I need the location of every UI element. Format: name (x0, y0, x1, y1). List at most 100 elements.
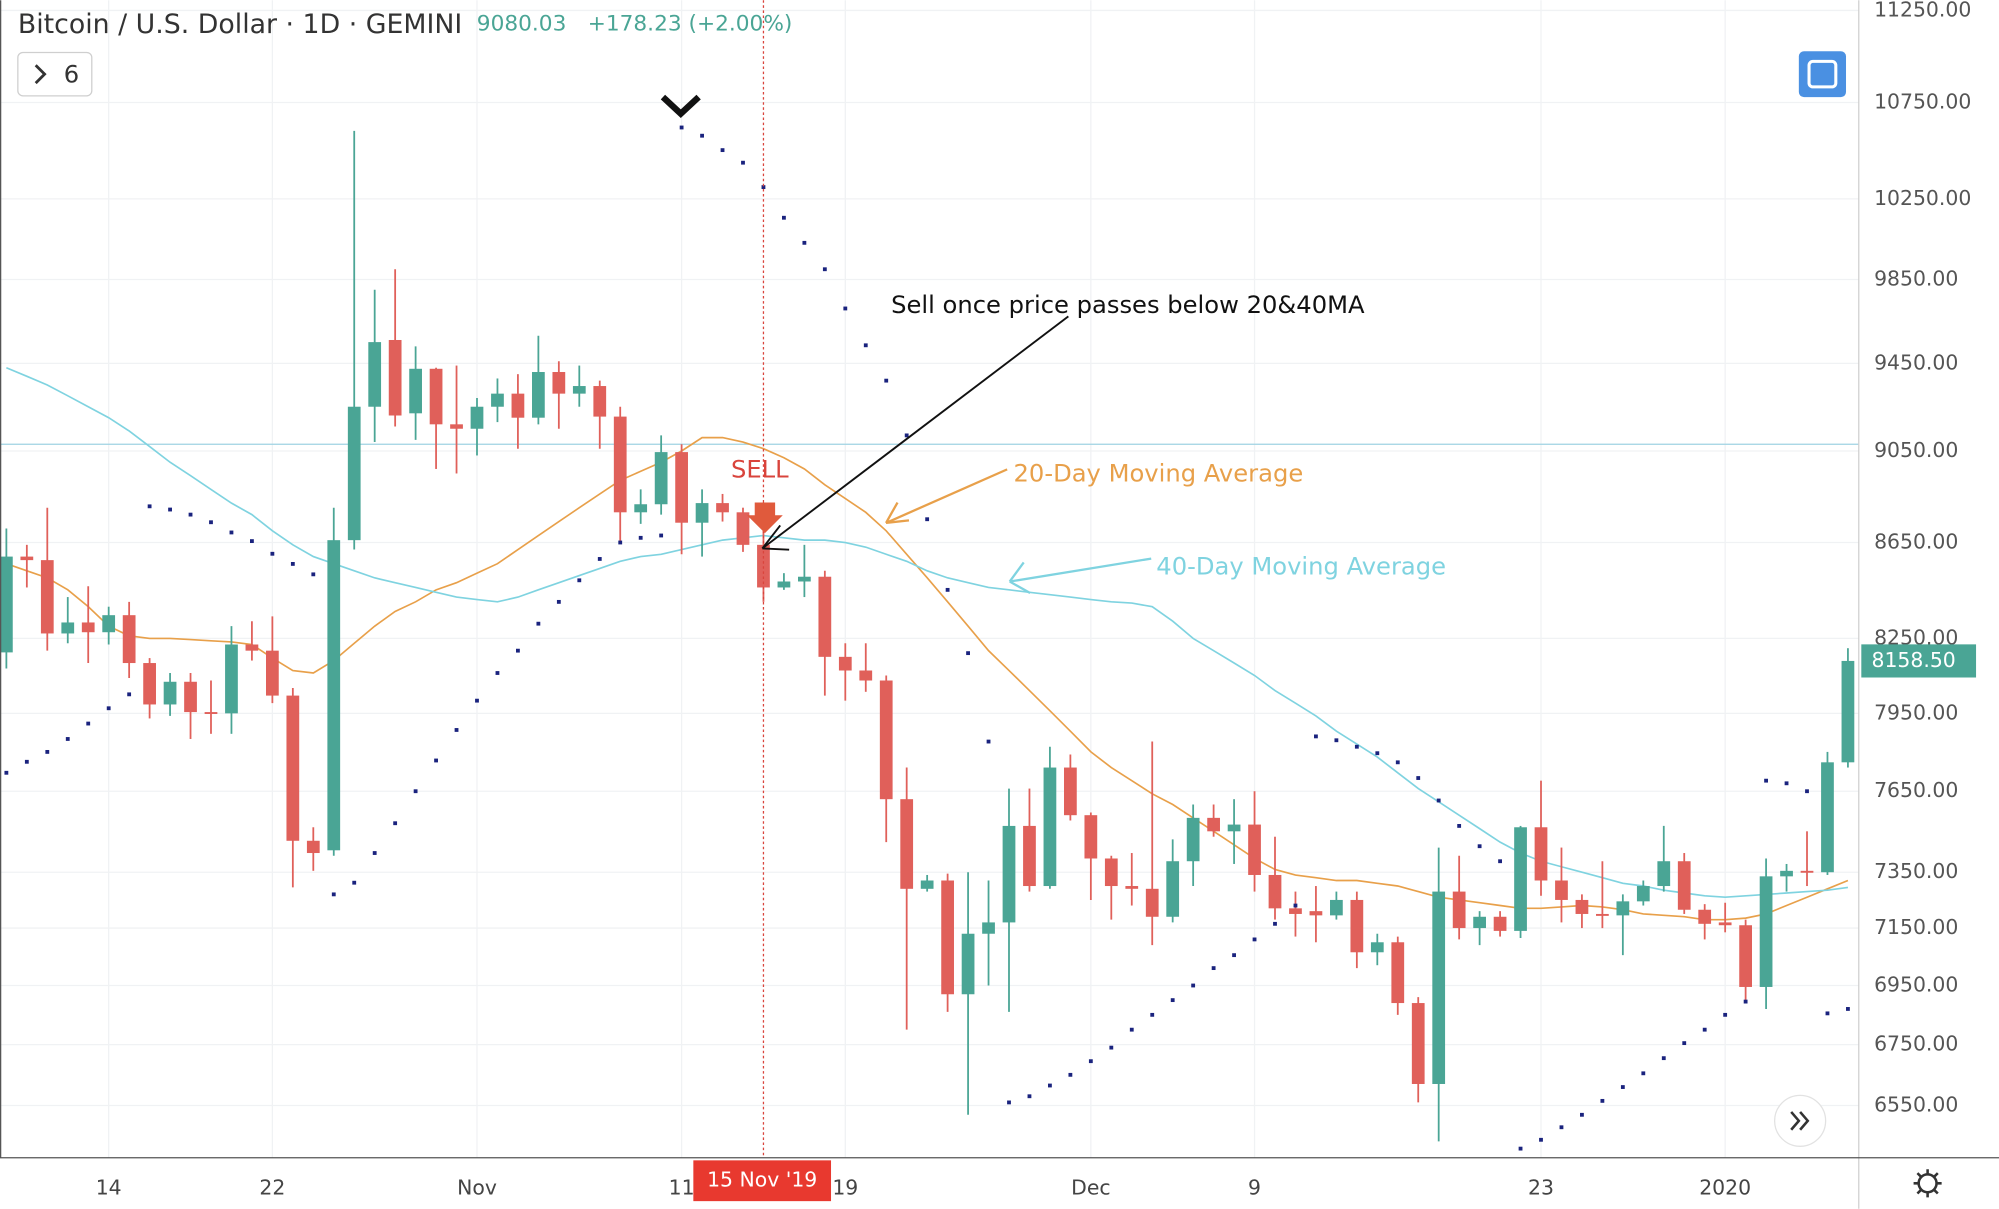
sar-dot (1109, 1045, 1114, 1050)
fullscreen-button[interactable] (1798, 51, 1847, 98)
candle-body (1780, 870, 1793, 877)
sar-dot (209, 520, 213, 525)
sar-dot (1007, 1100, 1011, 1105)
candle-body (1677, 861, 1691, 910)
candle-body (1207, 817, 1220, 832)
candle-body (900, 799, 914, 889)
sar-dot (1846, 1007, 1850, 1011)
candle-body (920, 880, 934, 889)
sar-dot (884, 378, 889, 383)
button-frame[interactable] (1798, 51, 1847, 98)
button-frame[interactable] (17, 51, 93, 97)
sar-dot (1682, 1041, 1687, 1046)
candle-body (1534, 827, 1548, 881)
x-tick-label: 11 (669, 1175, 695, 1199)
y-tick-label: 7650.00 (1874, 778, 1958, 802)
sar-dot (700, 133, 704, 138)
sar-dot (1129, 1027, 1134, 1032)
chevron-icon (34, 64, 47, 85)
candle-body (368, 342, 382, 407)
sar-dot (1334, 738, 1339, 743)
scroll-icon (1790, 1111, 1810, 1131)
sar-dot (1088, 1059, 1093, 1064)
candle-body (1391, 942, 1405, 1004)
candle-body (0, 556, 13, 653)
sar-dot (1027, 1094, 1032, 1099)
sar-dot (45, 749, 50, 754)
candle-body (736, 512, 750, 545)
candle-body (716, 503, 729, 513)
sar-dot (577, 578, 582, 583)
candle-body (1596, 913, 1609, 916)
candle-body (1411, 1003, 1425, 1084)
scroll-button[interactable] (1773, 1094, 1827, 1147)
candle-body (1166, 861, 1180, 917)
y-tick-label: 9050.00 (1874, 438, 1958, 462)
sar-dot (556, 599, 561, 604)
sar-dot (1702, 1027, 1707, 1032)
candle-body (1657, 861, 1671, 887)
sar-dot (454, 728, 459, 732)
sar-dot (802, 240, 807, 245)
candle-body (757, 544, 770, 588)
candle-body (1002, 825, 1016, 923)
candle-body (122, 615, 136, 664)
sar-dot (1232, 953, 1236, 958)
sar-dot (945, 587, 950, 592)
candle-body (266, 650, 279, 696)
sar-dot (1743, 999, 1748, 1004)
sar-dot (127, 692, 132, 697)
sar-dot (331, 892, 336, 897)
candle-body (40, 560, 54, 634)
candle-body (654, 452, 668, 505)
candle-body (1514, 827, 1527, 931)
sar-dot (1580, 1112, 1584, 1117)
candle-body (634, 504, 648, 513)
x-tick-label: 23 (1528, 1175, 1554, 1199)
sar-dot (1395, 760, 1400, 765)
button-count[interactable]: 6 (64, 60, 79, 88)
sar-dot (168, 507, 172, 512)
sar-dot (1191, 983, 1196, 988)
sar-dot (1805, 789, 1809, 794)
gear-icon[interactable] (1917, 1173, 1938, 1194)
candle-body (1125, 886, 1139, 889)
sar-dot (434, 758, 438, 763)
crosshair-date-box (693, 1160, 832, 1202)
sar-dot (413, 789, 418, 794)
candle-body (184, 681, 197, 713)
candle-body (102, 615, 116, 633)
sar-dot (1641, 1071, 1646, 1076)
candle-body (1759, 876, 1773, 987)
candle-body (491, 393, 504, 407)
sar-dot (1150, 1012, 1155, 1017)
sar-dot (1354, 744, 1359, 749)
sar-dot (352, 880, 357, 885)
last-price-label: 8158.50 (1872, 648, 1956, 672)
chart-title: Bitcoin / U.S. Dollar · 1D · GEMINI (18, 9, 462, 40)
sar-dot (986, 739, 991, 744)
sar-dot (720, 148, 725, 153)
candle-body (347, 406, 361, 541)
candle-body (1248, 824, 1261, 875)
sar-dot (1048, 1083, 1052, 1088)
candle-body (1104, 858, 1118, 887)
candle-body (1841, 660, 1855, 763)
candle-body (961, 933, 975, 995)
settings-button[interactable] (1913, 1169, 1942, 1198)
y-tick-label: 9850.00 (1874, 266, 1958, 290)
sar-dot (782, 215, 786, 220)
y-tick-label: 7350.00 (1874, 859, 1958, 883)
sar-dot (761, 185, 766, 190)
sar-dot (1518, 1146, 1523, 1151)
sar-dot (638, 535, 643, 540)
y-tick-label: 8650.00 (1874, 530, 1958, 554)
candle-body (1739, 925, 1752, 987)
x-tick-label: 19 (832, 1175, 858, 1199)
indicators-button[interactable]: 6 (17, 51, 93, 97)
x-tick-label: Dec (1071, 1175, 1110, 1199)
candle-body (204, 712, 218, 714)
sar-dot (1559, 1125, 1564, 1130)
